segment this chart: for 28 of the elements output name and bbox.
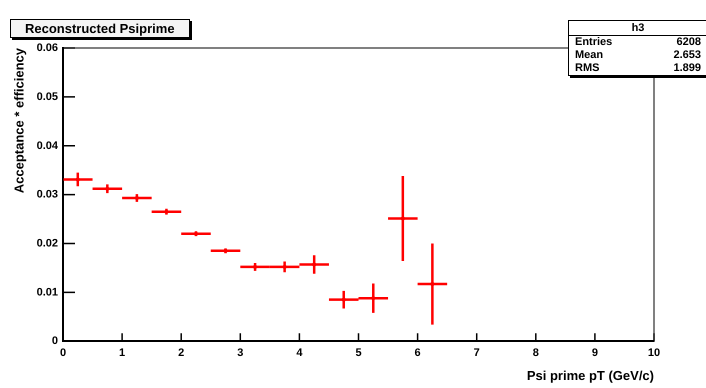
y-axis-title: Acceptance * efficiency (11, 47, 26, 194)
y-tick-label: 0 (52, 335, 58, 348)
x-tick-label: 10 (648, 346, 660, 359)
x-tick-label: 5 (355, 346, 362, 359)
annotation: RMS (575, 62, 600, 75)
y-tick-label: 0.02 (36, 238, 58, 250)
x-tick-label: 6 (414, 346, 421, 359)
x-tick-label: 9 (592, 346, 598, 359)
x-tick-label: 0 (60, 346, 66, 359)
text: h3 (569, 21, 706, 36)
y-tick-label: 0.05 (36, 90, 58, 103)
text: 1.899 (673, 62, 701, 75)
y-tick-label: 0.06 (36, 42, 58, 54)
y-tick-label: 0.04 (36, 140, 59, 152)
text: 6208 (676, 36, 701, 49)
annotation: Mean (575, 49, 604, 62)
x-tick-label: 3 (237, 346, 244, 359)
y-tick-label: 0.01 (36, 286, 58, 298)
annotation: Entries (575, 36, 612, 49)
text: 2.653 (673, 49, 701, 62)
x-tick-label: 7 (474, 346, 480, 359)
x-axis-title: Psi prime pT (GeV/c) (526, 368, 654, 383)
x-tick-label: 1 (119, 346, 126, 359)
chart-title: Reconstructed Psiprime (10, 19, 190, 38)
x-tick-label: 8 (532, 346, 539, 359)
x-tick-label: 4 (296, 346, 304, 359)
y-tick-label: 0.03 (36, 188, 58, 201)
x-tick-label: 2 (178, 346, 184, 359)
